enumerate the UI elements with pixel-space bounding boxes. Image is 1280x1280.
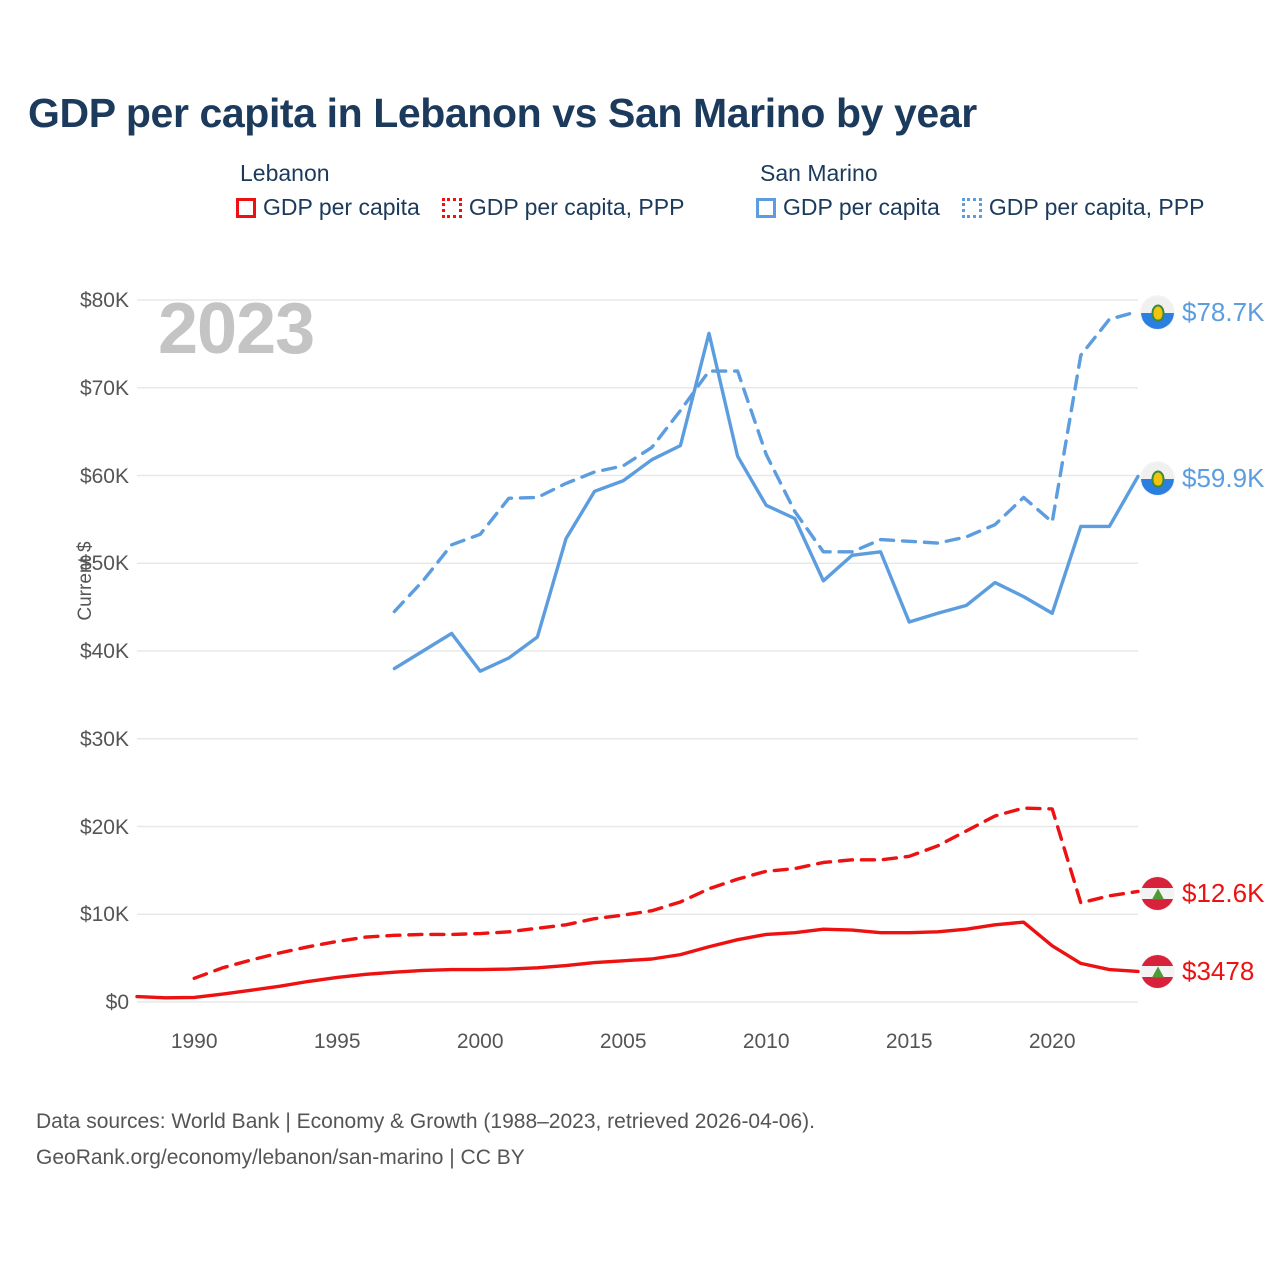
page-title: GDP per capita in Lebanon vs San Marino … [28,90,977,136]
lebanon-flag-icon [1141,955,1174,988]
x-axis-tick-label: 2020 [1028,1030,1076,1053]
end-label-value: $59.9K [1182,463,1265,493]
legend-item-label: GDP per capita, PPP [468,194,685,220]
legend-item-san-marino-gdp[interactable]: GDP per capita [756,194,940,221]
legend-swatch-solid-icon [236,197,256,218]
series-line-3 [392,309,1140,614]
y-axis-tick-label: $20K [79,815,129,839]
end-label-value: $78.7K [1182,297,1265,327]
end-label-value: $3478 [1182,956,1255,986]
legend-group-title-san-marino: San Marino [760,160,878,186]
y-axis-tick-label: $60K [79,464,129,488]
end-label-lebanon-gdp: $3478 [1141,955,1254,988]
legend-item-label: GDP per capita [263,194,420,220]
san-marino-flag-icon [1141,462,1174,495]
footer-line-sources: Data sources: World Bank | Economy & Gro… [36,1110,815,1133]
x-axis-tick-label: 2005 [599,1030,647,1053]
legend-swatch-dotted-icon [961,197,982,218]
y-axis-tick-label: $10K [79,903,129,927]
watermark-year: 2023 [158,289,315,369]
legend-swatch-dotted-icon [441,197,462,218]
series-line-0 [135,920,1140,1000]
lebanon-flag-icon [1141,877,1174,910]
x-axis-tick-label: 2000 [456,1030,504,1053]
end-label-san-marino-ppp: $78.7K [1141,296,1264,329]
y-axis-tick-label: $30K [79,727,129,751]
series-line-1 [192,806,1140,981]
x-axis-tick-label: 2015 [885,1030,933,1053]
y-axis-tick-label: $80K [79,289,129,312]
y-axis-tick-label: $40K [79,640,129,663]
series-line-2 [392,331,1140,673]
legend-item-lebanon-gdp[interactable]: GDP per capita [236,194,420,221]
end-label-lebanon-ppp: $12.6K [1141,877,1264,910]
legend-group-title-lebanon: Lebanon [240,160,330,186]
legend-item-label: GDP per capita [783,194,940,220]
end-label-value: $12.6K [1182,878,1265,908]
x-axis-tick-label: 1995 [313,1030,361,1053]
legend-group-lebanon: Lebanon GDP per capita GDP per capita, P… [236,160,756,221]
footer-line-url[interactable]: GeoRank.org/economy/lebanon/san-marino |… [36,1146,525,1169]
x-axis-tick-label: 2010 [742,1030,790,1053]
legend-item-label: GDP per capita, PPP [988,194,1205,220]
legend-swatch-solid-icon [756,197,776,218]
footer-credits: Data sources: World Bank | Economy & Gro… [36,1104,815,1176]
y-axis-tick-label: $70K [79,376,129,400]
end-label-san-marino-gdp: $59.9K [1141,462,1264,495]
chart-legend: Lebanon GDP per capita GDP per capita, P… [236,160,1266,221]
legend-item-lebanon-ppp[interactable]: GDP per capita, PPP [441,194,685,221]
legend-item-san-marino-ppp[interactable]: GDP per capita, PPP [961,194,1205,221]
y-axis-tick-label: $50K [79,552,129,576]
legend-group-san-marino: San Marino GDP per capita GDP per capita… [756,160,1256,221]
y-axis-tick-label: $0 [105,991,129,1014]
x-axis-tick-label: 1990 [170,1030,218,1053]
san-marino-flag-icon [1141,296,1174,329]
